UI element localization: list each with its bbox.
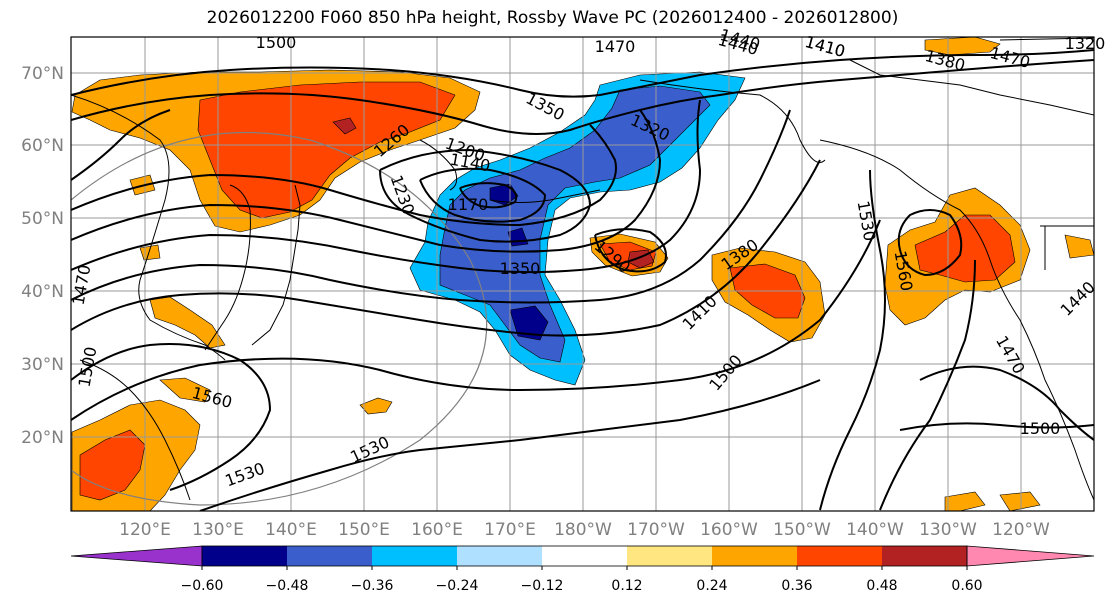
positive-anomaly-east-1	[1064, 234, 1094, 259]
map-title: 2026012200 F060 850 hPa height, Rossby W…	[206, 8, 899, 28]
positive-anomaly-small-3	[359, 397, 393, 415]
lon-label: 160°W	[700, 520, 758, 540]
colorbar-bin	[457, 546, 542, 566]
positive-anomaly-japan-2	[139, 244, 161, 261]
graticule	[71, 37, 1094, 511]
positive-anomaly-siberia-center	[332, 117, 357, 135]
colorbar-tick-label: −0.12	[521, 578, 564, 594]
lat-label: 50°N	[21, 209, 64, 229]
latitude-labels: 70°N 60°N 50°N 40°N 30°N 20°N	[21, 64, 64, 448]
colorbar-bin	[202, 546, 287, 566]
positive-anomaly-bottom-2	[999, 491, 1041, 511]
contour-label: 1470	[595, 37, 636, 56]
map-frame	[70, 36, 1095, 512]
colorbar-bin	[712, 546, 797, 566]
coastlines	[71, 37, 1094, 501]
contour-label: 1500	[1020, 419, 1061, 438]
lat-label: 60°N	[21, 136, 64, 156]
colorbar-extend-high	[966, 545, 1095, 567]
lon-label: 120°W	[992, 520, 1050, 540]
colorbar-bin	[372, 546, 457, 566]
positive-anomaly-bottom-1	[944, 491, 986, 511]
colorbar-tick-label: −0.60	[181, 578, 224, 594]
positive-anomaly-top-right	[924, 37, 1001, 56]
colorbar-tick-label: −0.36	[351, 578, 394, 594]
colorbar-bin	[627, 546, 712, 566]
negative-anomaly-core-3	[509, 305, 549, 341]
colorbar-bin	[797, 546, 882, 566]
lon-label: 170°E	[484, 520, 536, 540]
lon-label: 130°E	[192, 520, 244, 540]
colorbar-tick-label: 0.48	[866, 578, 897, 594]
colorbar-tick-label: −0.24	[436, 578, 479, 594]
contour-label: 1170	[448, 195, 489, 214]
projection-boundary	[71, 131, 488, 506]
positive-anomaly-philippine	[159, 377, 211, 403]
longitude-labels: 120°E 130°E 140°E 150°E 160°E 170°E 180°W 170°W…	[119, 520, 1050, 540]
colorbar-bin	[287, 546, 372, 566]
lon-label: 140°W	[846, 520, 904, 540]
height-contours	[71, 49, 1094, 511]
lat-label: 30°N	[21, 355, 64, 375]
lon-label: 160°E	[411, 520, 463, 540]
lon-label: 150°W	[773, 520, 831, 540]
colorbar-tick-label: 0.24	[696, 578, 727, 594]
colorbar-tick-label: 0.60	[951, 578, 982, 594]
contour-label: 1500	[256, 33, 297, 52]
colorbar-extend-low	[70, 545, 203, 567]
positive-anomaly-siberia-core	[197, 81, 456, 219]
colorbar-tick-label: 0.36	[781, 578, 812, 594]
lat-label: 40°N	[21, 282, 64, 302]
contour-label: 1350	[500, 259, 541, 278]
lat-label: 70°N	[21, 64, 64, 84]
colorbar-bin	[542, 546, 627, 566]
lon-label: 130°W	[919, 520, 977, 540]
contour-label: 1320	[1065, 34, 1105, 53]
lon-label: 140°E	[265, 520, 317, 540]
colorbar-tick-label: −0.48	[266, 578, 309, 594]
lon-label: 180°W	[554, 520, 612, 540]
colorbar-tick-label: 0.12	[611, 578, 642, 594]
lon-label: 170°W	[627, 520, 685, 540]
colorbar-outline	[201, 545, 968, 567]
lon-label: 150°E	[338, 520, 390, 540]
lat-label: 20°N	[21, 428, 64, 448]
colorbar: −0.60 −0.48 −0.36 −0.24 −0.12 0.12 0.24 0.36 0.4…	[70, 545, 1095, 594]
lon-label: 120°E	[119, 520, 171, 540]
colorbar-bin	[882, 546, 967, 566]
